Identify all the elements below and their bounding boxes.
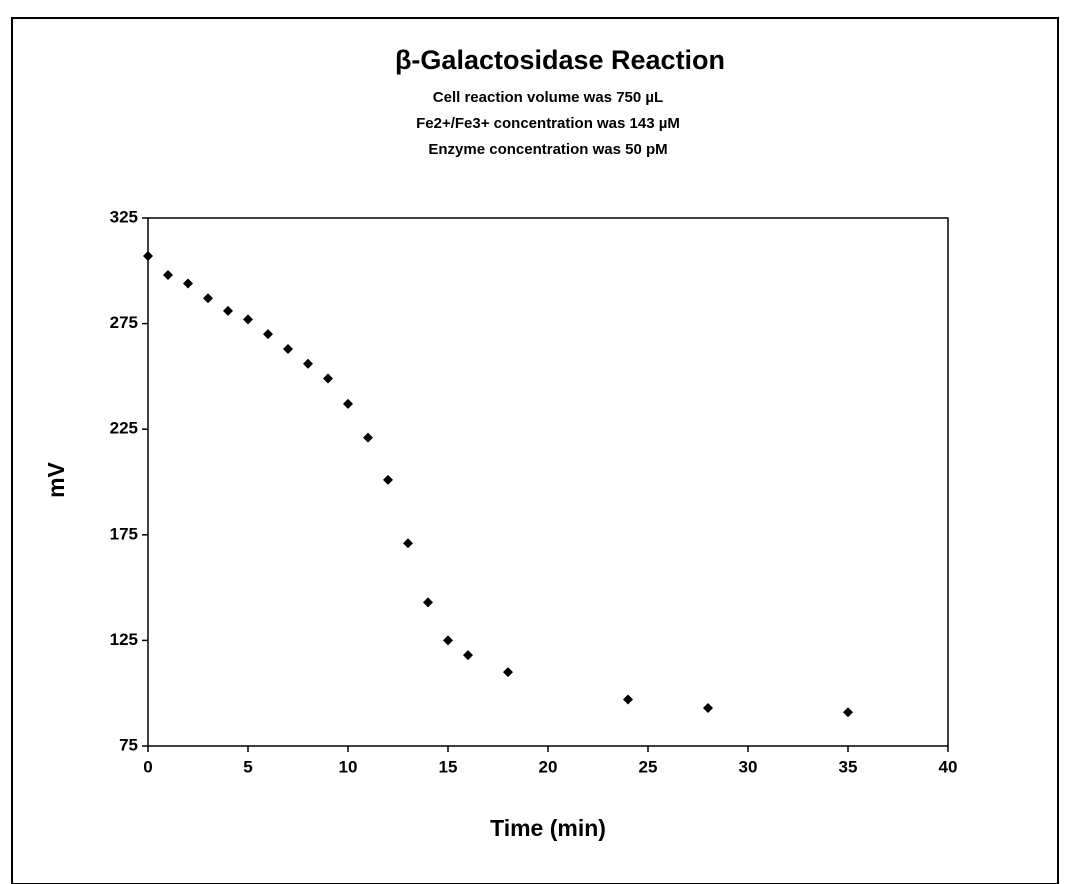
point bbox=[343, 398, 353, 409]
y-tick-label: 175 bbox=[110, 524, 138, 543]
frame bbox=[11, 17, 1059, 884]
x-tick-label: 15 bbox=[439, 757, 458, 776]
y-tick-label: 325 bbox=[110, 207, 138, 226]
point bbox=[463, 650, 473, 661]
subtitle: Cell reaction volume was 750 µL bbox=[433, 89, 663, 106]
point bbox=[843, 707, 853, 718]
point bbox=[223, 305, 233, 316]
x-tick-label: 0 bbox=[143, 757, 152, 776]
point bbox=[383, 474, 393, 485]
y-tick-label: 75 bbox=[119, 735, 138, 754]
subtitle: Enzyme concentration was 50 pM bbox=[428, 141, 667, 158]
x-tick-label: 35 bbox=[839, 757, 858, 776]
point bbox=[203, 293, 213, 304]
point bbox=[363, 432, 373, 443]
point bbox=[703, 702, 713, 713]
point bbox=[143, 251, 153, 262]
point bbox=[243, 314, 253, 325]
x-tick-label: 10 bbox=[339, 757, 358, 776]
x-axis-label: Time (min) bbox=[490, 815, 606, 841]
point bbox=[163, 270, 173, 281]
point bbox=[283, 343, 293, 354]
x-tick-label: 5 bbox=[243, 757, 252, 776]
chart-title: β-Galactosidase Reaction bbox=[395, 45, 725, 75]
point bbox=[623, 694, 633, 705]
point bbox=[303, 358, 313, 369]
point bbox=[263, 329, 273, 340]
point bbox=[403, 538, 413, 549]
point bbox=[443, 635, 453, 646]
point bbox=[323, 373, 333, 384]
y-tick-label: 125 bbox=[110, 630, 138, 649]
x-tick-label: 30 bbox=[739, 757, 758, 776]
x-tick-label: 40 bbox=[939, 757, 958, 776]
y-tick-label: 225 bbox=[110, 419, 138, 438]
subtitle: Fe2+/Fe3+ concentration was 143 µM bbox=[416, 115, 680, 132]
x-tick-label: 20 bbox=[539, 757, 558, 776]
point bbox=[503, 667, 513, 678]
y-axis-label: mV bbox=[43, 461, 69, 497]
plot-area bbox=[147, 217, 949, 747]
x-tick-label: 25 bbox=[639, 757, 658, 776]
point bbox=[423, 597, 433, 608]
y-tick-label: 275 bbox=[110, 313, 138, 332]
point bbox=[183, 278, 193, 289]
